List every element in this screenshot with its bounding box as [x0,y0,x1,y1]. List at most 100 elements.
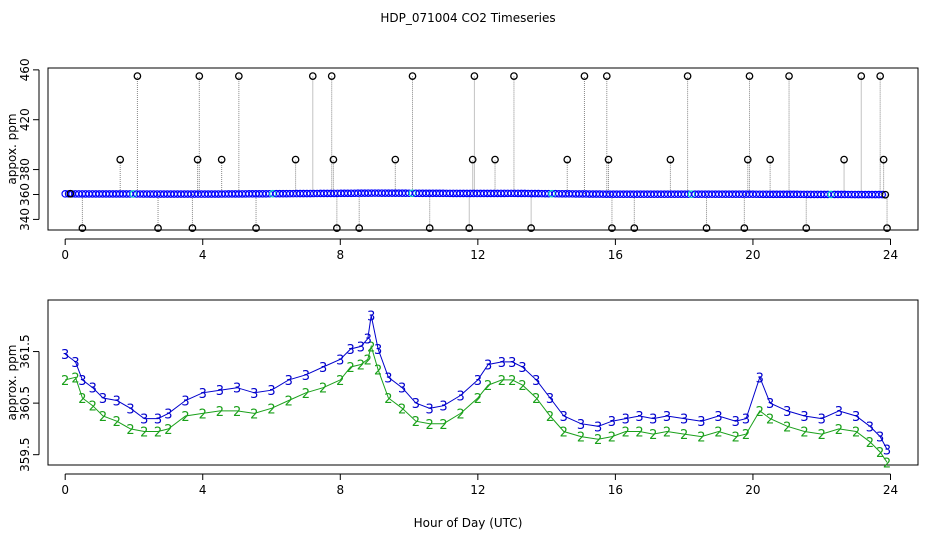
series-3-marker: 3 [89,382,97,397]
series-2-marker: 2 [78,392,86,407]
spike-marker [608,224,616,232]
series-3-marker: 3 [267,384,275,399]
x-tick-label: 16 [608,483,623,497]
spike-marker [193,155,202,164]
series-2-marker: 2 [622,425,630,440]
spike-marker [188,224,197,232]
x-tick-label: 20 [745,483,760,497]
series-3-marker: 3 [426,402,434,417]
series-3-marker: 3 [866,420,874,435]
series-2-marker: 2 [89,400,97,415]
y-tick-label: 380 [18,158,32,181]
series-3-marker: 3 [498,356,506,371]
series-2-marker: 2 [398,402,406,417]
top-panel: 0 4 8 12 16 20 24 340 360 380 420 460 appox. ppm [5,58,919,262]
series-3-marker: 3 [364,333,372,348]
spike-marker [252,224,260,232]
series-2-marker: 2 [680,428,688,443]
y-tick-label: 359.5 [18,438,32,472]
series-2-marker: 2 [835,423,843,438]
series-2-marker: 2 [766,413,774,428]
spike-marker [66,189,75,198]
x-axis-label: Hour of Day (UTC) [414,516,523,530]
series-2-marker: 2 [649,428,657,443]
spike-marker [491,155,499,164]
x-tick-label: 4 [199,248,207,262]
top-y-axis: 340 360 380 420 460 [18,58,40,231]
series-2-marker: 2 [199,407,207,422]
raw-point [878,190,887,199]
series-2-marker: 2 [474,392,482,407]
spike-marker [327,72,336,80]
series-2-marker: 2 [126,423,134,438]
spike-marker [425,224,434,232]
series-3-marker: 3 [199,387,207,402]
y-tick-label: 361.5 [18,334,32,368]
series-3-marker: 3 [439,400,447,415]
top-x-axis: 0 4 8 12 16 20 24 [61,238,898,262]
series-2-marker: 2 [594,433,602,448]
bottom-x-axis: 0 4 8 12 16 20 24 [61,473,898,497]
series-3-marker: 3 [697,415,705,430]
spike-marker [702,224,711,232]
series-3-marker: 3 [302,369,310,384]
series-3-marker: 3 [663,410,671,425]
spike-marker [116,155,125,164]
series-3-marker: 3 [181,395,189,410]
series-3-marker: 3 [336,353,344,368]
series-3-marker: 3 [154,413,162,428]
series-2-marker: 2 [560,425,568,440]
series-2-marker: 2 [697,431,705,446]
x-tick-label: 24 [883,483,898,497]
series-2-marker: 2 [374,364,382,379]
series-2-marker: 2 [498,374,506,389]
series-2-marker: 2 [756,405,764,420]
spike-marker [563,155,572,164]
spike-marker [133,72,142,80]
bottom-plot-frame [47,299,919,466]
x-tick-label: 24 [883,248,898,262]
series-3-marker: 3 [412,397,420,412]
series-2-marker: 2 [852,425,860,440]
series-2-marker: 2 [302,387,310,402]
x-tick-label: 16 [608,248,623,262]
series-2-marker: 2 [367,340,375,355]
series-3-marker: 3 [457,389,465,404]
series-2-marker: 2 [426,418,434,433]
series-3-marker: 3 [99,392,107,407]
x-tick-label: 12 [470,248,485,262]
spike-marker [604,155,613,164]
series-3-marker: 3 [474,374,482,389]
top-plot-frame [47,67,919,231]
series-2-marker: 2 [577,431,585,446]
spike-marker [527,224,535,232]
spike-marker [78,224,87,232]
series-2-marker: 2 [267,402,275,417]
series-3-marker: 3 [783,405,791,420]
spike-marker [195,72,204,80]
series-2-marker: 2 [818,428,826,443]
spike-marker [840,155,848,164]
series-3-marker: 3 [714,410,722,425]
series-2-marker: 2 [164,423,172,438]
spike-marker [355,224,364,232]
series-2-marker: 2 [783,420,791,435]
spike-marker [408,72,417,80]
spike-marker [802,224,811,232]
series-3-line [64,315,888,450]
spike-marker [580,72,589,80]
series-2-marker: 2 [608,431,616,446]
x-tick-label: 4 [199,483,207,497]
series-3-marker: 3 [374,343,382,358]
series-2-marker: 2 [742,428,750,443]
chart-title: HDP_071004 CO2 Timeseries [380,11,555,25]
spike-marker [630,224,639,232]
y-tick-label: 360.5 [18,386,32,420]
series-3-marker: 3 [319,361,327,376]
series-3-marker: 3 [384,371,392,386]
series-3-marker: 3 [164,407,172,422]
series-3-marker: 3 [680,413,688,428]
